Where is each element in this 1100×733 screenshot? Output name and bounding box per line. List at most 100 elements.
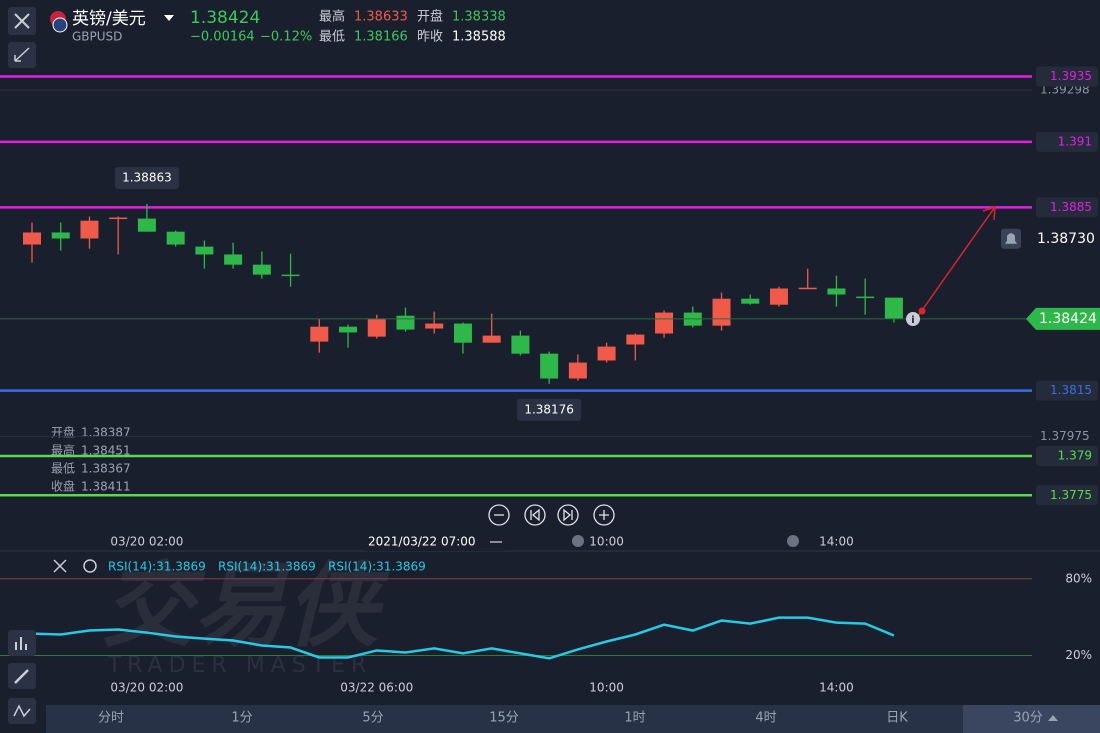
tab[interactable]: 1分 (231, 711, 252, 726)
go-end[interactable] (557, 504, 579, 526)
tab[interactable]: 30分 (1013, 711, 1043, 726)
icon (15, 637, 27, 650)
icon (563, 508, 573, 522)
header-change: −0.00164 (190, 30, 255, 45)
x-tick-label: 03/20 02:00 (110, 535, 183, 549)
x-tick-label: 03/22 06:00 (340, 681, 413, 695)
scroll-marker[interactable] (787, 535, 799, 547)
tab-bar (46, 705, 1100, 733)
rsi-line (31, 616, 895, 660)
x-tick-label: 14:00 (819, 681, 854, 695)
candle-body (712, 298, 731, 326)
bell-icon (1005, 233, 1017, 244)
x-tick-label: 10:00 (589, 681, 624, 695)
candle-body (626, 334, 645, 345)
info-marker-icon: i (911, 315, 914, 326)
info-label: 收盘 (51, 479, 75, 494)
info-value: 1.38367 (81, 462, 131, 476)
tabs: 分时 1分 5分 15分 1时 4时 日K 30分 (98, 711, 1058, 726)
crosshair-time: 2021/03/22 07:00 (368, 535, 476, 549)
stat-value: 1.38588 (452, 30, 506, 45)
candle-body (109, 217, 128, 220)
scroll-marker[interactable] (572, 535, 584, 547)
info-value: 1.38387 (81, 426, 131, 440)
tab[interactable]: 5分 (362, 711, 383, 726)
zoom-out[interactable] (488, 504, 510, 526)
candle-body (482, 335, 501, 343)
x-tick-label: 10:00 (589, 535, 624, 549)
y-tick-label: 1.37975 (1040, 429, 1090, 443)
candle-body (51, 232, 70, 239)
level-tag (1036, 485, 1098, 506)
candle-body (224, 254, 243, 265)
level-tag (1036, 197, 1098, 218)
info-value: 1.38411 (81, 480, 131, 494)
pair-dropdown[interactable] (164, 15, 174, 21)
tab-selected (963, 705, 1100, 733)
rsi-legend: RSI(14):31.3869 (108, 560, 206, 574)
pair-name[interactable]: 英镑/美元 (72, 9, 146, 29)
y-tick-label: 80% (1065, 571, 1092, 585)
info-marker[interactable] (906, 312, 920, 326)
candle-body (856, 296, 875, 299)
candle-body (741, 298, 760, 304)
candle-body (23, 232, 41, 245)
header-price: 1.38424 (190, 8, 260, 28)
trend-arrow[interactable] (917, 205, 996, 317)
tab[interactable]: 4时 (755, 711, 776, 726)
candle-body (425, 323, 444, 329)
current-price-label: 1.38424 (1039, 311, 1097, 327)
level-tag (1036, 131, 1098, 152)
go-start[interactable] (524, 504, 546, 526)
zoom-in[interactable] (593, 504, 615, 526)
candle-body (568, 362, 587, 379)
level-label: 1.3815 (1050, 383, 1092, 397)
candle-body (511, 335, 530, 354)
stat-label: 最低 (319, 30, 345, 45)
candle-body (655, 312, 674, 334)
stat-value: 1.38166 (354, 30, 408, 45)
flag-us (52, 17, 68, 33)
tab-caret (1048, 715, 1058, 721)
tab[interactable]: 分时 (98, 711, 124, 726)
candle-body (310, 326, 329, 342)
tab[interactable]: 15分 (489, 711, 519, 726)
candle-body (453, 323, 472, 343)
level-label: 1.3885 (1050, 200, 1092, 214)
candle-body (884, 297, 903, 319)
stat-label: 开盘 (417, 9, 443, 25)
rsi-settings[interactable] (83, 559, 97, 573)
candle-body (769, 288, 788, 305)
candle-body (827, 288, 846, 295)
arrow-handle[interactable] (918, 307, 926, 315)
icon (599, 510, 609, 520)
crosshair-box (365, 533, 505, 551)
stat-value: 1.38338 (452, 10, 506, 25)
candle-body (281, 274, 300, 277)
alert-label: 1.38730 (1037, 231, 1095, 247)
candle-body (367, 318, 386, 337)
icon (14, 669, 29, 684)
level-tag (1036, 380, 1098, 401)
current-price-tag (1026, 307, 1100, 330)
level-tag (1036, 446, 1098, 467)
level-label: 1.379 (1058, 449, 1092, 463)
icon (13, 704, 31, 718)
low-label-box (517, 398, 582, 421)
rsi-close[interactable] (53, 559, 67, 573)
candle-body (252, 264, 271, 275)
tab[interactable]: 日K (886, 711, 908, 726)
candle-body (80, 220, 99, 239)
level-tag (1036, 66, 1098, 87)
tab[interactable]: 1时 (624, 711, 645, 726)
low-label: 1.38176 (524, 402, 574, 416)
icon (530, 508, 540, 522)
close-icon (14, 13, 30, 29)
y-tick-label: 20% (1065, 648, 1092, 662)
stat-label: 昨收 (417, 30, 443, 45)
info-label: 开盘 (51, 425, 75, 440)
nav-buttons (488, 504, 615, 526)
x-tick-label: 03/20 02:00 (110, 681, 183, 695)
